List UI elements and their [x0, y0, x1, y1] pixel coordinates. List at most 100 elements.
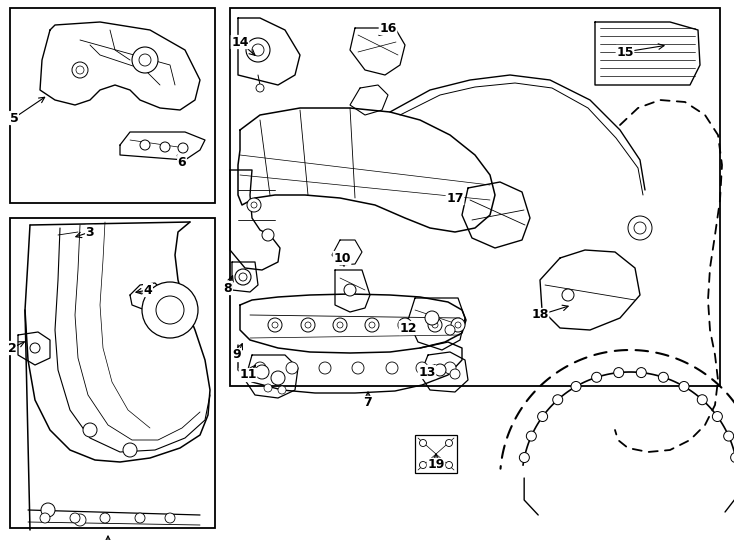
Circle shape	[256, 84, 264, 92]
Text: 2: 2	[7, 341, 16, 354]
Text: 17: 17	[446, 192, 464, 205]
Bar	[10, 8, 215, 203]
Circle shape	[369, 322, 375, 328]
Circle shape	[333, 318, 347, 332]
Text: 14: 14	[231, 36, 249, 49]
Circle shape	[451, 318, 465, 332]
Circle shape	[386, 362, 398, 374]
Circle shape	[713, 411, 722, 422]
Circle shape	[562, 289, 574, 301]
Circle shape	[628, 216, 652, 240]
Text: 18: 18	[531, 308, 549, 321]
Bar	[230, 8, 720, 386]
Circle shape	[614, 368, 624, 377]
Circle shape	[365, 318, 379, 332]
Circle shape	[432, 322, 438, 328]
Circle shape	[445, 325, 455, 335]
Circle shape	[74, 514, 86, 526]
Circle shape	[262, 229, 274, 241]
Circle shape	[140, 140, 150, 150]
Circle shape	[254, 362, 266, 374]
Circle shape	[123, 443, 137, 457]
Circle shape	[526, 431, 537, 441]
Text: 6: 6	[178, 156, 186, 168]
Circle shape	[286, 362, 298, 374]
Circle shape	[247, 198, 261, 212]
Circle shape	[235, 269, 251, 285]
Circle shape	[268, 318, 282, 332]
Circle shape	[264, 384, 272, 392]
Circle shape	[139, 54, 151, 66]
Circle shape	[165, 513, 175, 523]
Circle shape	[135, 513, 145, 523]
Text: 16: 16	[379, 22, 396, 35]
Circle shape	[255, 365, 269, 379]
Circle shape	[156, 296, 184, 324]
Circle shape	[420, 440, 426, 447]
Circle shape	[571, 381, 581, 391]
Circle shape	[537, 411, 548, 422]
Text: 13: 13	[418, 366, 436, 379]
Circle shape	[416, 362, 428, 374]
Circle shape	[697, 395, 708, 405]
Circle shape	[271, 371, 285, 385]
Circle shape	[100, 513, 110, 523]
Bar	[10, 218, 215, 528]
Circle shape	[132, 47, 158, 73]
Circle shape	[420, 462, 426, 469]
Circle shape	[658, 372, 669, 382]
Circle shape	[305, 322, 311, 328]
Text: 8: 8	[224, 281, 233, 294]
Text: 15: 15	[617, 45, 633, 58]
Circle shape	[679, 381, 689, 391]
Circle shape	[444, 362, 456, 374]
Circle shape	[252, 44, 264, 56]
Bar	[415, 435, 457, 473]
Circle shape	[352, 362, 364, 374]
Text: 4: 4	[144, 284, 153, 296]
Circle shape	[724, 431, 734, 441]
Circle shape	[446, 462, 452, 469]
Text: 11: 11	[239, 368, 257, 381]
Text: 19: 19	[427, 458, 445, 471]
Circle shape	[398, 318, 412, 332]
Circle shape	[301, 318, 315, 332]
Circle shape	[455, 322, 461, 328]
Circle shape	[553, 395, 563, 405]
Circle shape	[251, 202, 257, 208]
Circle shape	[520, 453, 529, 463]
Circle shape	[428, 318, 442, 332]
Text: 5: 5	[10, 111, 18, 125]
Circle shape	[72, 62, 88, 78]
Circle shape	[634, 222, 646, 234]
Circle shape	[41, 503, 55, 517]
Circle shape	[272, 322, 278, 328]
Circle shape	[160, 142, 170, 152]
Circle shape	[70, 513, 80, 523]
Circle shape	[425, 311, 439, 325]
Circle shape	[434, 364, 446, 376]
Circle shape	[402, 322, 408, 328]
Circle shape	[178, 143, 188, 153]
Circle shape	[446, 440, 452, 447]
Text: 9: 9	[233, 348, 241, 361]
Text: 3: 3	[86, 226, 94, 239]
Circle shape	[278, 386, 286, 394]
Circle shape	[76, 66, 84, 74]
Text: 12: 12	[399, 321, 417, 334]
Circle shape	[337, 322, 343, 328]
Circle shape	[30, 343, 40, 353]
Circle shape	[636, 368, 647, 377]
Circle shape	[83, 423, 97, 437]
Circle shape	[239, 273, 247, 281]
Text: 7: 7	[363, 396, 372, 409]
Circle shape	[142, 282, 198, 338]
Circle shape	[730, 453, 734, 463]
Circle shape	[592, 372, 602, 382]
Circle shape	[450, 369, 460, 379]
Circle shape	[246, 38, 270, 62]
Circle shape	[40, 513, 50, 523]
Circle shape	[319, 362, 331, 374]
Circle shape	[344, 284, 356, 296]
Text: 10: 10	[333, 252, 351, 265]
